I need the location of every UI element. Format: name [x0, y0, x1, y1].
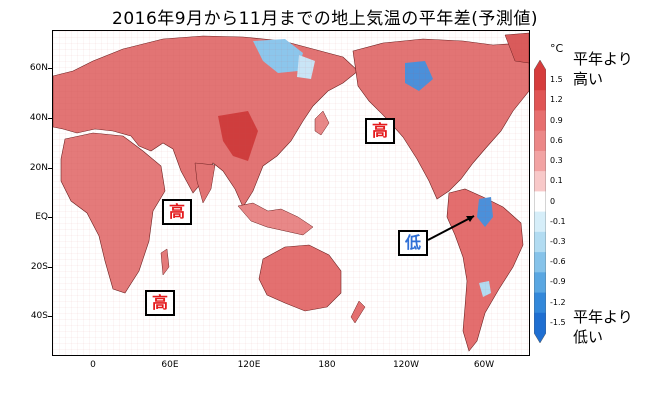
region-label-east-pacific-low: 低 — [398, 230, 428, 256]
colorbar-segment — [534, 150, 546, 172]
lon-tick-60e: 60E — [161, 360, 179, 370]
lon-tick-180: 180 — [318, 360, 336, 370]
lat-tick-40n: 40N — [29, 113, 48, 123]
lat-tick-mark — [48, 68, 52, 69]
map-title: 2016年9月から11月までの地上気温の平年差(予測値) — [112, 9, 538, 29]
colorbar-segment — [534, 171, 546, 192]
lat-tick-20n: 20N — [29, 163, 48, 173]
colorbar-segment — [534, 252, 546, 273]
colorbar-unit: °C — [550, 42, 564, 55]
lon-tick-120w: 120W — [392, 360, 420, 370]
cold-legend-label-line1: 平年より — [573, 308, 633, 326]
colorbar-segment — [534, 211, 546, 233]
lat-tick-mark — [48, 168, 52, 169]
colorbar-segment — [534, 70, 546, 91]
region-label-south-indian-high: 高 — [145, 290, 175, 316]
colorbar-segment — [534, 312, 546, 334]
region-label-north-pacific-high: 高 — [365, 118, 395, 144]
colorbar-tick-label: 1.5 — [550, 75, 563, 85]
colorbar-tick-label: -0.6 — [550, 257, 566, 267]
colorbar-segment — [534, 130, 546, 152]
colorbar-segment — [534, 272, 546, 293]
colorbar-tick-label: -1.5 — [550, 317, 566, 327]
colorbar-segment — [534, 231, 546, 253]
lon-tick-60w: 60W — [473, 360, 495, 370]
lat-tick-40s: 40S — [30, 311, 48, 321]
colorbar-tick-label: 0.3 — [550, 156, 563, 166]
cold-legend-label-line2: 低い — [573, 328, 604, 346]
lat-tick-mark — [48, 217, 52, 218]
region-label-indian-ocean-high: 高 — [162, 199, 192, 225]
colorbar-segment — [534, 191, 546, 212]
lat-tick-60n: 60N — [29, 63, 48, 73]
colorbar-tick-label: 0.6 — [550, 135, 563, 145]
colorbar-tick-label: -1.2 — [550, 297, 566, 307]
colorbar-tick-label: -0.3 — [550, 236, 566, 246]
colorbar — [534, 60, 546, 343]
colorbar-top-arrow — [534, 60, 546, 70]
colorbar-tick-label: 0.1 — [550, 176, 563, 186]
lat-tick-eq: EQ — [35, 212, 48, 222]
lat-tick-mark — [48, 316, 52, 317]
warm-legend-label-line2: 高い — [573, 70, 604, 88]
colorbar-tick-label: 0 — [550, 196, 556, 206]
colorbar-tick-label: 1.2 — [550, 95, 563, 105]
colorbar-tick-label: 0.9 — [550, 115, 563, 125]
colorbar-segment — [534, 90, 546, 111]
lon-tick-120e: 120E — [237, 360, 261, 370]
colorbar-tick-label: -0.1 — [550, 216, 566, 226]
lat-tick-20s: 20S — [30, 262, 48, 272]
warm-legend-label-line1: 平年より — [573, 50, 633, 68]
colorbar-bottom-arrow — [534, 333, 546, 343]
lon-tick-0: 0 — [90, 360, 96, 370]
colorbar-segment — [534, 292, 546, 314]
colorbar-tick-label: -0.9 — [550, 277, 566, 287]
lat-tick-mark — [48, 267, 52, 268]
lat-tick-mark — [48, 118, 52, 119]
colorbar-segment — [534, 110, 546, 131]
